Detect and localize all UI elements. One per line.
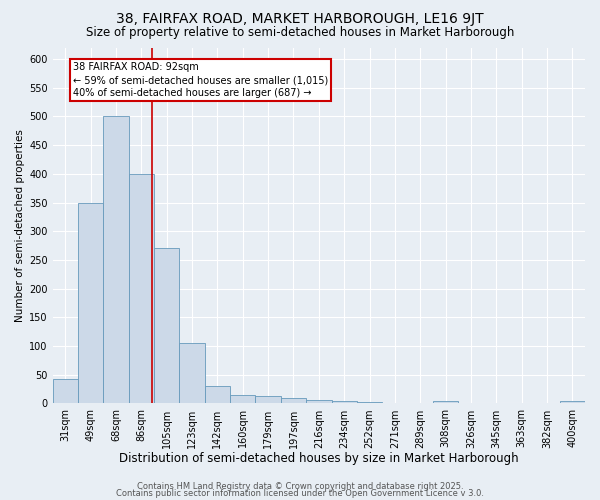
- Bar: [103, 116, 129, 404]
- Bar: [205, 386, 230, 404]
- Bar: [560, 401, 585, 404]
- Bar: [332, 401, 357, 404]
- X-axis label: Distribution of semi-detached houses by size in Market Harborough: Distribution of semi-detached houses by …: [119, 452, 518, 465]
- Bar: [281, 398, 306, 404]
- Bar: [357, 402, 382, 404]
- Bar: [407, 403, 433, 404]
- Text: Size of property relative to semi-detached houses in Market Harborough: Size of property relative to semi-detach…: [86, 26, 514, 39]
- Bar: [382, 403, 407, 404]
- Bar: [179, 343, 205, 404]
- Text: 38 FAIRFAX ROAD: 92sqm
← 59% of semi-detached houses are smaller (1,015)
40% of : 38 FAIRFAX ROAD: 92sqm ← 59% of semi-det…: [73, 62, 328, 98]
- Text: 38, FAIRFAX ROAD, MARKET HARBOROUGH, LE16 9JT: 38, FAIRFAX ROAD, MARKET HARBOROUGH, LE1…: [116, 12, 484, 26]
- Bar: [78, 202, 103, 404]
- Bar: [306, 400, 332, 404]
- Y-axis label: Number of semi-detached properties: Number of semi-detached properties: [15, 129, 25, 322]
- Bar: [433, 401, 458, 404]
- Text: Contains public sector information licensed under the Open Government Licence v : Contains public sector information licen…: [116, 490, 484, 498]
- Bar: [230, 395, 256, 404]
- Text: Contains HM Land Registry data © Crown copyright and database right 2025.: Contains HM Land Registry data © Crown c…: [137, 482, 463, 491]
- Bar: [53, 380, 78, 404]
- Bar: [256, 396, 281, 404]
- Bar: [154, 248, 179, 404]
- Bar: [458, 403, 484, 404]
- Bar: [129, 174, 154, 404]
